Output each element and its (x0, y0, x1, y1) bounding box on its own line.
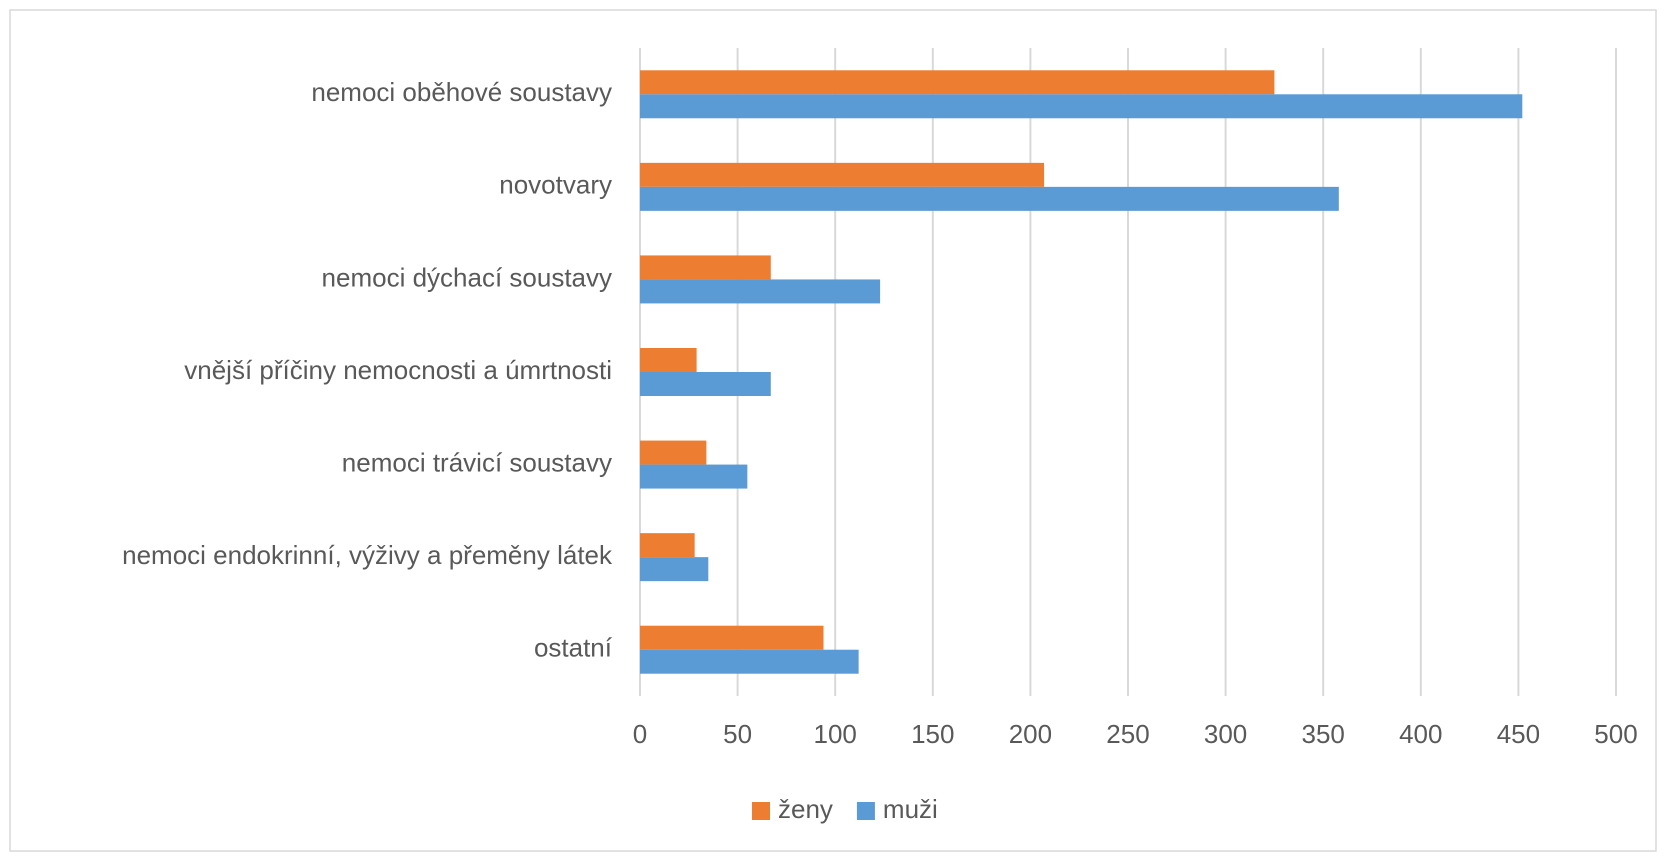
bar (640, 557, 709, 582)
x-tick-label: 400 (1399, 719, 1442, 749)
legend-label: ženy (778, 794, 833, 824)
bar (640, 372, 771, 396)
y-tick-label: nemoci oběhové soustavy (311, 77, 612, 107)
bar (640, 94, 1523, 119)
bar (640, 533, 695, 558)
bar (640, 440, 707, 465)
x-tick-label: 100 (814, 719, 857, 749)
x-tick-label: 200 (1009, 719, 1052, 749)
legend-swatch (752, 802, 770, 820)
legend-label: muži (883, 794, 938, 824)
y-tick-label: vnější příčiny nemocnosti a úmrtnosti (184, 355, 612, 385)
bar (640, 464, 748, 489)
y-tick-label: nemoci dýchací soustavy (322, 262, 612, 292)
y-tick-label: nemoci endokrinní, výživy a přeměny láte… (122, 540, 613, 570)
bar (640, 348, 697, 372)
x-tick-label: 0 (633, 719, 647, 749)
x-tick-label: 150 (911, 719, 954, 749)
bar (640, 162, 1045, 187)
x-tick-label: 350 (1302, 719, 1345, 749)
bar (640, 70, 1275, 95)
bar (640, 625, 824, 650)
bar (640, 649, 859, 674)
x-tick-label: 500 (1594, 719, 1637, 749)
chart-frame (9, 9, 1657, 852)
y-tick-label: nemoci trávicí soustavy (342, 447, 612, 477)
y-tick-label: ostatní (534, 633, 613, 663)
legend-swatch (856, 802, 875, 820)
bar (640, 255, 771, 280)
x-tick-label: 250 (1106, 719, 1149, 749)
x-tick-label: 50 (723, 719, 752, 749)
bar (640, 279, 881, 304)
y-tick-label: novotvary (499, 170, 612, 200)
bar (640, 186, 1339, 211)
x-tick-label: 300 (1204, 719, 1247, 749)
x-tick-label: 450 (1497, 719, 1540, 749)
